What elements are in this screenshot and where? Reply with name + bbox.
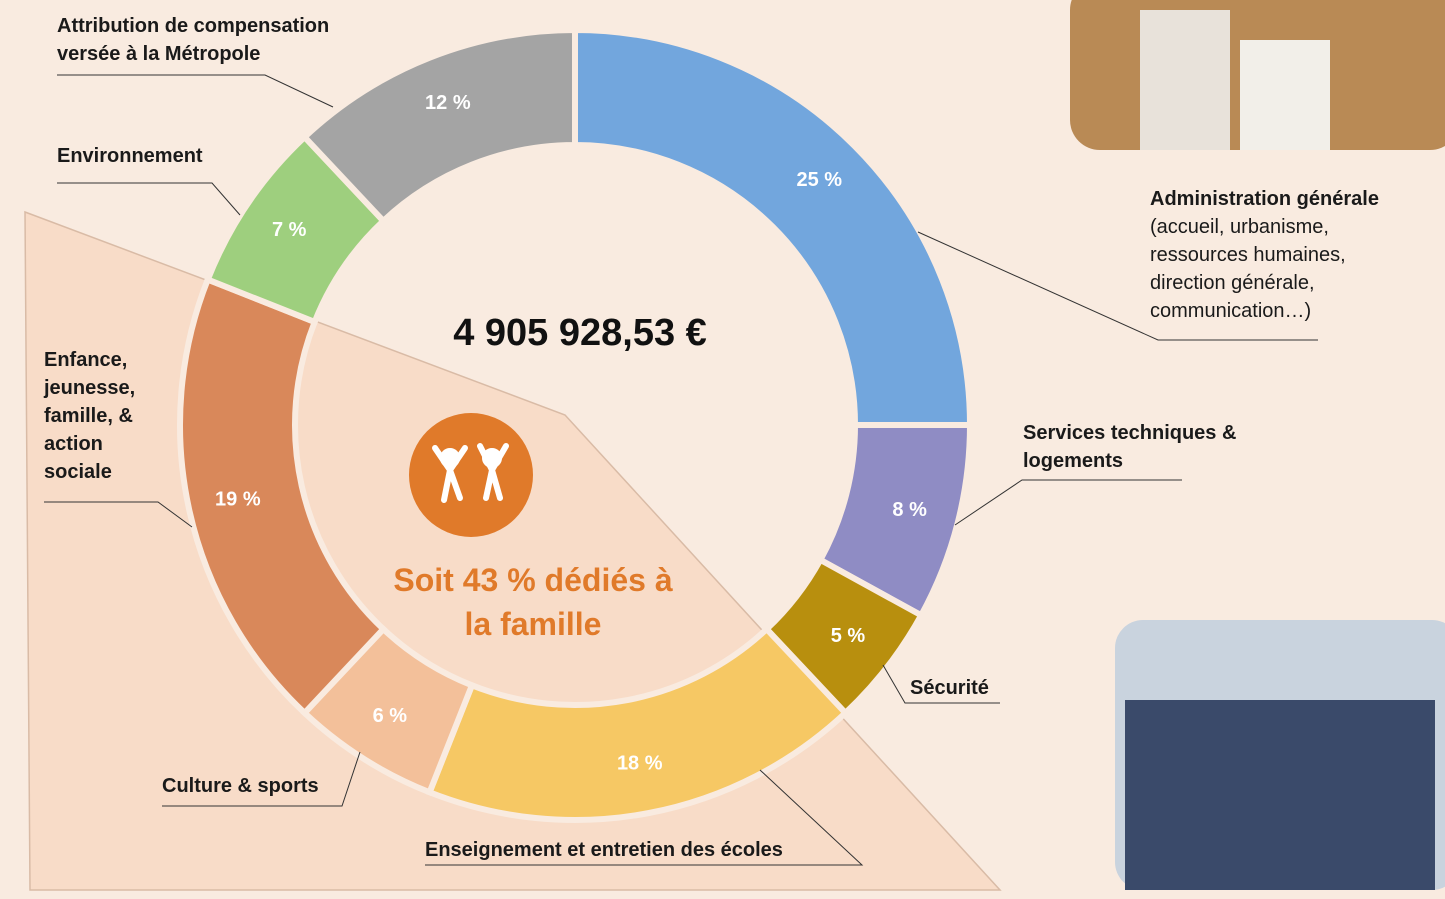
- value-label: 18 %: [617, 753, 663, 775]
- value-label: 12 %: [425, 92, 471, 114]
- value-label: 25 %: [797, 169, 843, 191]
- category-name: Services techniques & logements: [1023, 422, 1236, 472]
- category-name: Attribution de compensation versée à la …: [57, 15, 329, 65]
- total-amount: 4 905 928,53 €: [380, 312, 780, 355]
- category-label: Enseignement et entretien des écoles: [425, 836, 885, 864]
- value-label: 6 %: [373, 705, 408, 727]
- category-note: (accueil, urbanisme, ressources humaines…: [1150, 213, 1390, 325]
- category-name: Sécurité: [910, 677, 989, 699]
- category-name: Enseignement et entretien des écoles: [425, 839, 783, 861]
- category-label: Enfance, jeunesse, famille, & action soc…: [44, 346, 144, 486]
- value-label: 19 %: [215, 489, 261, 511]
- photo-detail: [1140, 10, 1230, 150]
- photo-detail: [1125, 700, 1435, 890]
- value-label: 5 %: [831, 625, 866, 647]
- category-name: Environnement: [57, 145, 203, 167]
- value-label: 8 %: [892, 499, 927, 521]
- donut-segment: [575, 30, 970, 425]
- category-label: Sécurité: [910, 674, 1030, 702]
- category-label: Administration générale (accueil, urbanis…: [1150, 185, 1445, 325]
- category-name: Enfance, jeunesse, famille, & action soc…: [44, 349, 135, 483]
- value-label: 7 %: [272, 219, 307, 241]
- family-callout: Soit 43 % dédiés à la famille: [383, 558, 683, 646]
- page: 25 % 8 % 5 % 18 % 6 % 19 % 7 % 12 % 4 905 928,5…: [0, 0, 1445, 899]
- category-label: Environnement: [57, 142, 257, 170]
- category-name: Culture & sports: [162, 775, 319, 797]
- family-icon: [409, 413, 533, 537]
- photo-detail: [1240, 40, 1330, 150]
- category-label: Services techniques & logements: [1023, 419, 1263, 475]
- category-label: Culture & sports: [162, 772, 362, 800]
- leader-line: [57, 75, 333, 107]
- leader-line: [955, 480, 1182, 525]
- leader-line: [57, 183, 240, 215]
- category-label: Attribution de compensation versée à la …: [57, 12, 362, 68]
- category-name: Administration générale: [1150, 188, 1379, 210]
